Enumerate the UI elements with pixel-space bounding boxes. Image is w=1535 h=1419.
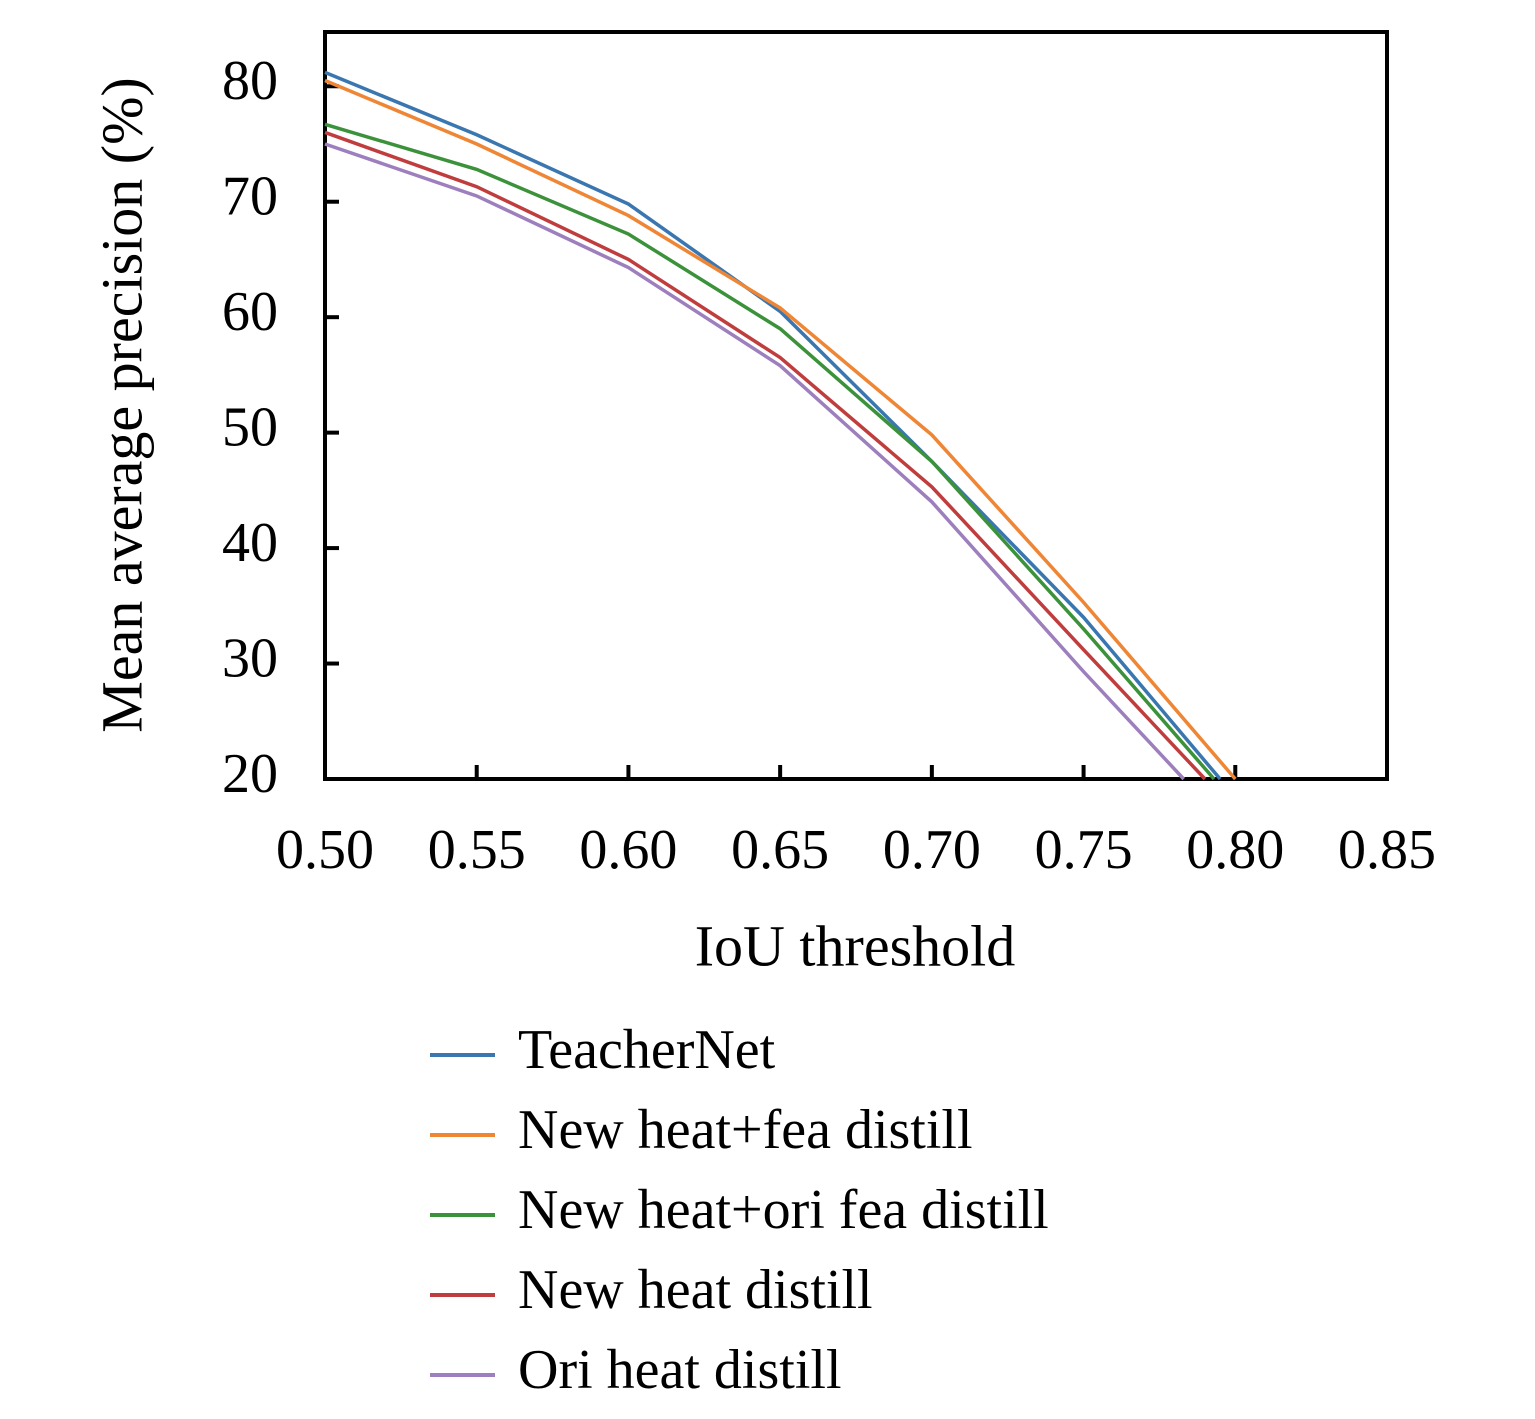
x-tick-label: 0.65 (731, 819, 829, 881)
series-line (324, 122, 1216, 781)
legend-label: Ori heat distill (518, 1339, 842, 1401)
x-tick-label: 0.60 (579, 819, 677, 881)
y-tick-label: 70 (222, 166, 278, 228)
series-line (324, 130, 1207, 781)
x-tick-label: 0.70 (883, 819, 981, 881)
x-tick-label: 0.75 (1035, 819, 1133, 881)
plot-frame (323, 30, 1389, 781)
legend-label: TeacherNet (518, 1019, 776, 1081)
y-tick-label: 80 (222, 50, 278, 112)
y-tick-label: 20 (222, 743, 278, 805)
legend-label: New heat+ori fea distill (518, 1179, 1049, 1241)
y-tick-label: 60 (222, 281, 278, 343)
y-tick-label: 30 (222, 627, 278, 689)
y-axis-label: Mean average precision (%) (89, 77, 154, 732)
y-tick-label: 40 (222, 512, 278, 574)
legend-label: New heat distill (518, 1259, 873, 1321)
x-tick-label: 0.85 (1338, 819, 1436, 881)
series-line (324, 142, 1185, 781)
x-tick-label: 0.80 (1186, 819, 1284, 881)
series-line (324, 70, 1222, 781)
series-line (324, 78, 1237, 781)
y-tick-label: 50 (222, 396, 278, 458)
x-axis-label: IoU threshold (695, 913, 1016, 978)
x-tick-label: 0.55 (428, 819, 526, 881)
x-tick-label: 0.50 (276, 819, 374, 881)
legend-label: New heat+fea distill (518, 1099, 973, 1161)
